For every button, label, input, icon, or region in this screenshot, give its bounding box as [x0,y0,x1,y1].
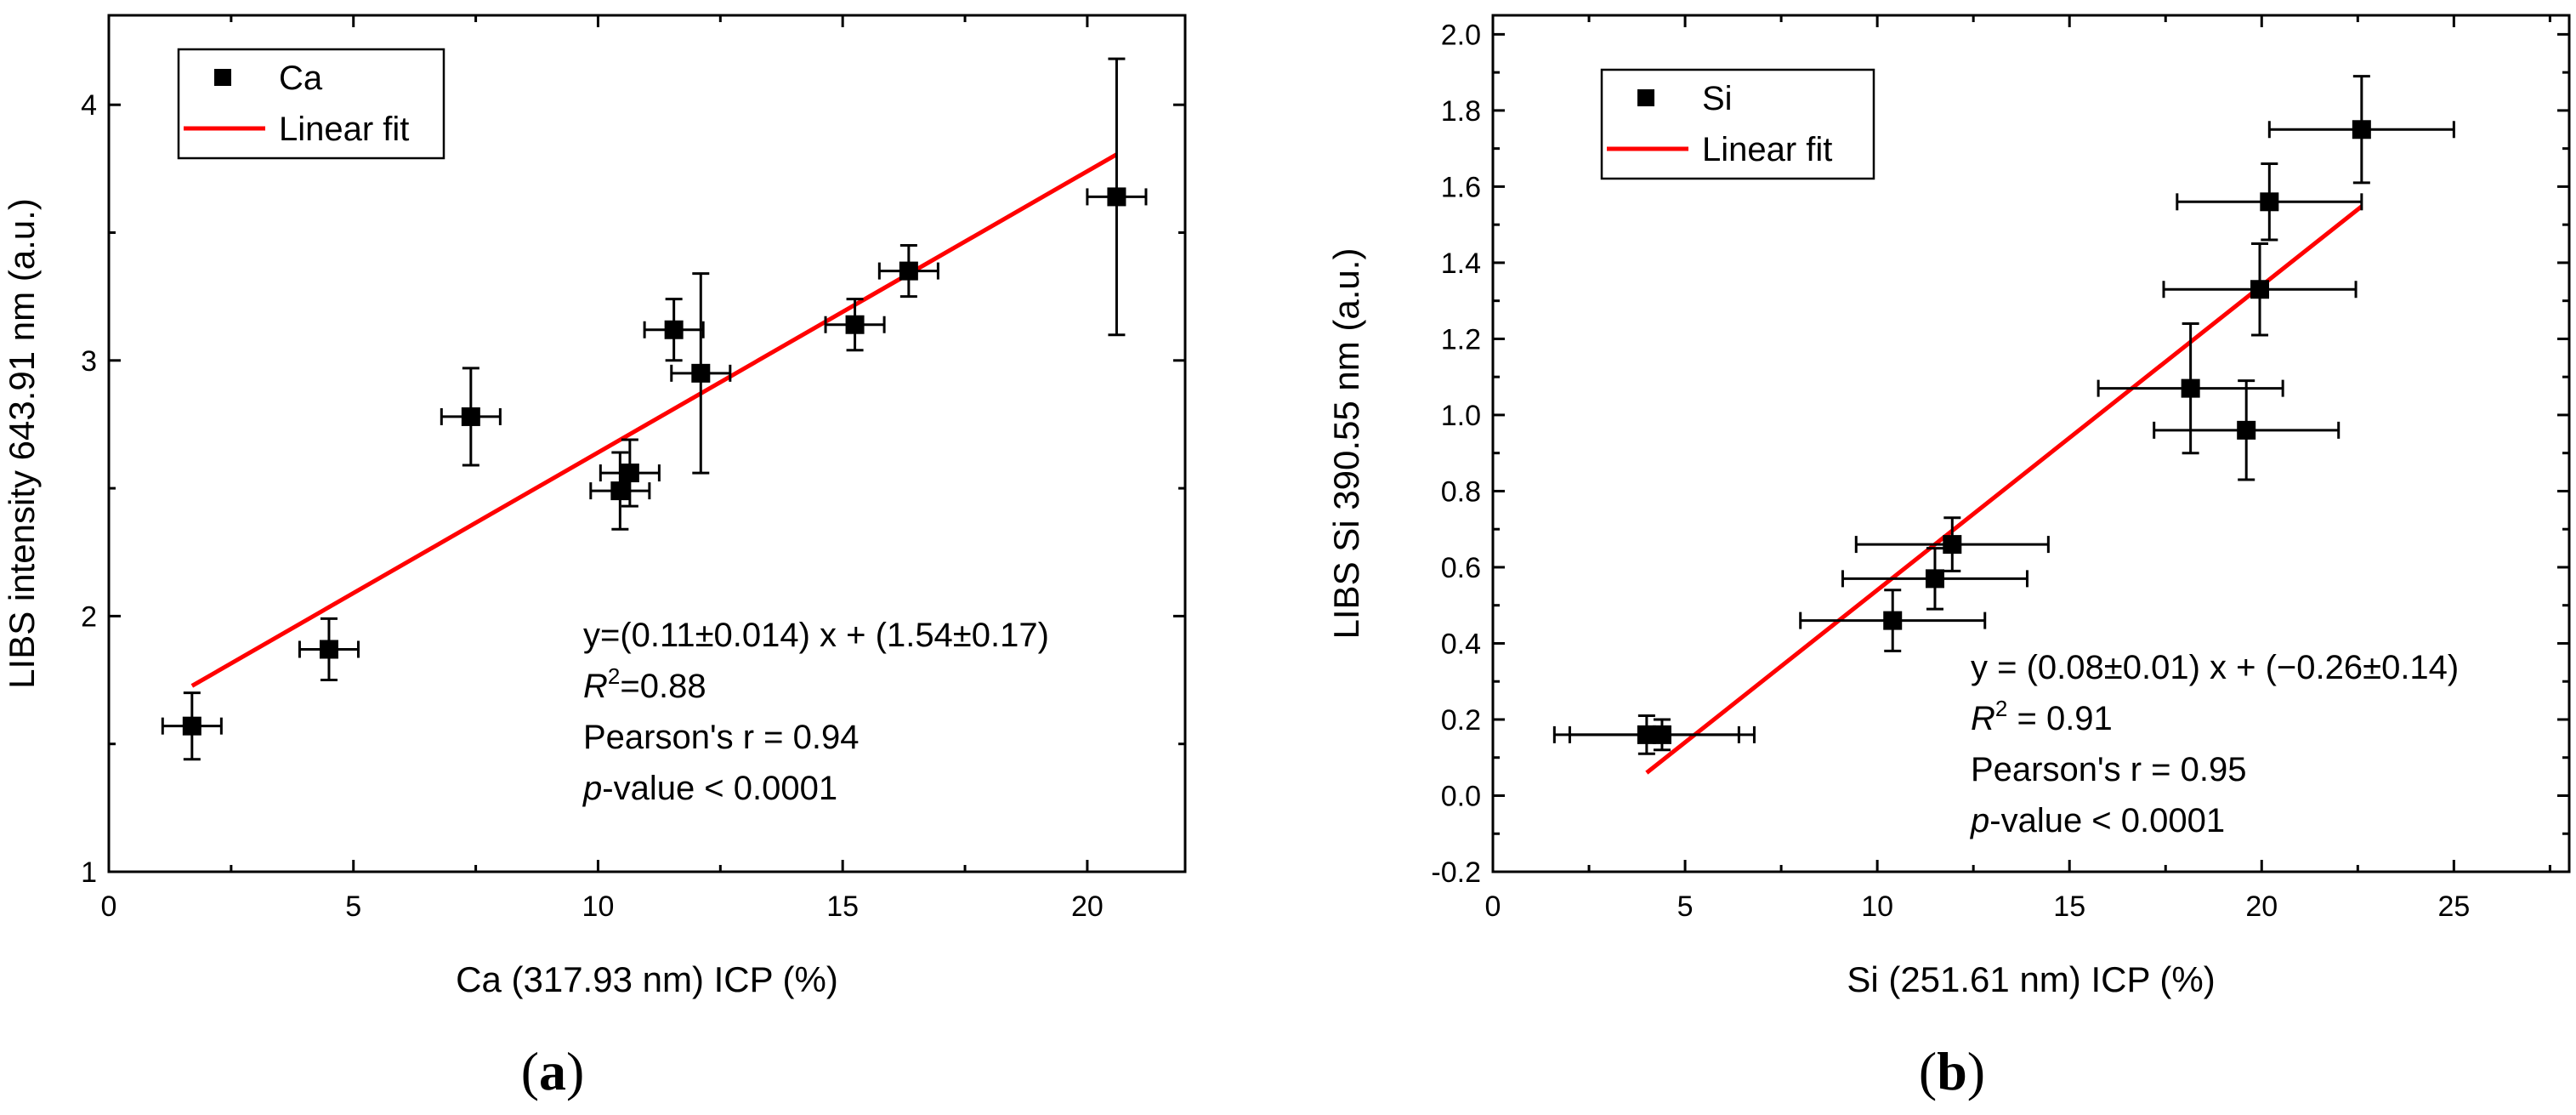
x-tick-label: 0 [101,890,117,923]
y-tick-label: 1.2 [1441,323,1481,356]
x-tick-label: 15 [2053,890,2085,923]
legend: Ca Linear fit [177,48,445,160]
x-tick-label: 5 [345,890,361,923]
annotation: y = (0.08±0.01) x + (−0.26±0.14) R2 = 0.9… [1970,649,2459,839]
y-tick-label: 1.0 [1441,400,1481,432]
x-tick-label: 25 [2437,890,2470,923]
data-point-8 [845,315,865,334]
annotation: y=(0.11±0.014) x + (1.54±0.17) R2=0.88 Pea… [582,617,1049,807]
data-point-4 [610,481,630,501]
data-point-7 [691,363,711,383]
x-tick-label: 15 [826,890,859,923]
panel-label: (a) [521,1041,585,1101]
data-point-3 [461,407,480,426]
panel-b: 0 5 10 15 20 25 -0.2 0.0 0.2 0.4 0.6 0.8 1.0 1.2 1.4 1.… [1326,14,2571,1101]
panel-a: 0 5 10 15 20 1 2 3 4 Ca (317.93 nm) ICP (%) LIBS i… [2,14,1187,1101]
y-tick-label: 2 [81,600,97,633]
panel-letter: b [1937,1041,1967,1101]
fit-equation: y=(0.11±0.014) x + (1.54±0.17) [583,617,1049,654]
data-point-2 [319,640,338,659]
legend-box [1600,68,1875,180]
r-squared: R2 = 0.91 [1971,696,2113,737]
pearson-r: Pearson's r = 0.94 [583,719,860,756]
legend-marker-square [1637,89,1654,106]
data-point-6 [664,320,684,339]
y-tick-label: 1 [81,856,97,889]
y-tick-label: 4 [81,89,97,122]
data-point-10 [1107,187,1126,207]
data-point-9 [2260,192,2279,212]
data-point-3 [1883,611,1903,630]
data-point-10 [2352,120,2371,139]
y-tick-label: 1.4 [1441,247,1481,280]
fit-equation: y = (0.08±0.01) x + (−0.26±0.14) [1971,649,2459,686]
panel-letter: a [539,1041,566,1101]
fit-line [1645,204,2363,775]
data-point-6 [2181,378,2200,398]
x-axis-title: Ca (317.93 nm) ICP (%) [456,959,838,999]
x-tick-label: 20 [1071,890,1104,923]
data-point-2 [1652,725,1671,744]
data-point-5 [620,464,639,483]
y-axis-title: LIBS Si 390.55 nm (a.u.) [1326,248,1366,640]
fit-line [190,152,1118,688]
y-tick-label: 2.0 [1441,19,1481,51]
legend: Si Linear fit [1600,68,1875,180]
y-tick-label: -0.2 [1431,856,1481,889]
data-point-1 [182,716,201,736]
y-tick-label: 1.8 [1441,95,1481,128]
x-axis-title: Si (251.61 nm) ICP (%) [1847,959,2215,999]
x-tick-label: 10 [1861,890,1893,923]
data-point-9 [899,261,918,281]
data-point-7 [2237,420,2256,440]
y-tick-label: 0.8 [1441,475,1481,508]
y-axis-title: LIBS intensity 643.91 nm (a.u.) [2,198,42,689]
error-bars-3 [1799,589,1987,652]
p-value: p-value < 0.0001 [1970,802,2225,839]
legend-box [177,48,445,160]
x-tick-label: 0 [1485,890,1501,923]
data-point-8 [2250,280,2270,299]
p-value: p-value < 0.0001 [582,770,837,807]
x-tick-label: 10 [582,890,615,923]
x-tick-label: 5 [1677,890,1694,923]
y-tick-label: 0.4 [1441,628,1481,660]
y-tick-label: 3 [81,345,97,378]
x-tick-label: 20 [2245,890,2278,923]
pearson-r: Pearson's r = 0.95 [1971,751,2247,788]
legend-label: Linear fit [1702,131,1832,168]
r-squared: R2=0.88 [583,663,706,705]
y-tick-label: 0.0 [1441,780,1481,812]
data-point-4 [1925,569,1944,589]
legend-label: Ca [279,60,323,97]
y-tick-label: 0.6 [1441,552,1481,584]
plot-frame [1491,14,2571,873]
legend-label: Linear fit [279,111,409,148]
legend-label: Si [1702,80,1733,117]
y-tick-label: 0.2 [1441,704,1481,737]
plot-frame [107,14,1187,873]
y-tick-label: 1.6 [1441,171,1481,203]
panel-label: (b) [1919,1041,1985,1101]
data-point-5 [1943,535,1962,555]
legend-marker-square [214,69,231,86]
